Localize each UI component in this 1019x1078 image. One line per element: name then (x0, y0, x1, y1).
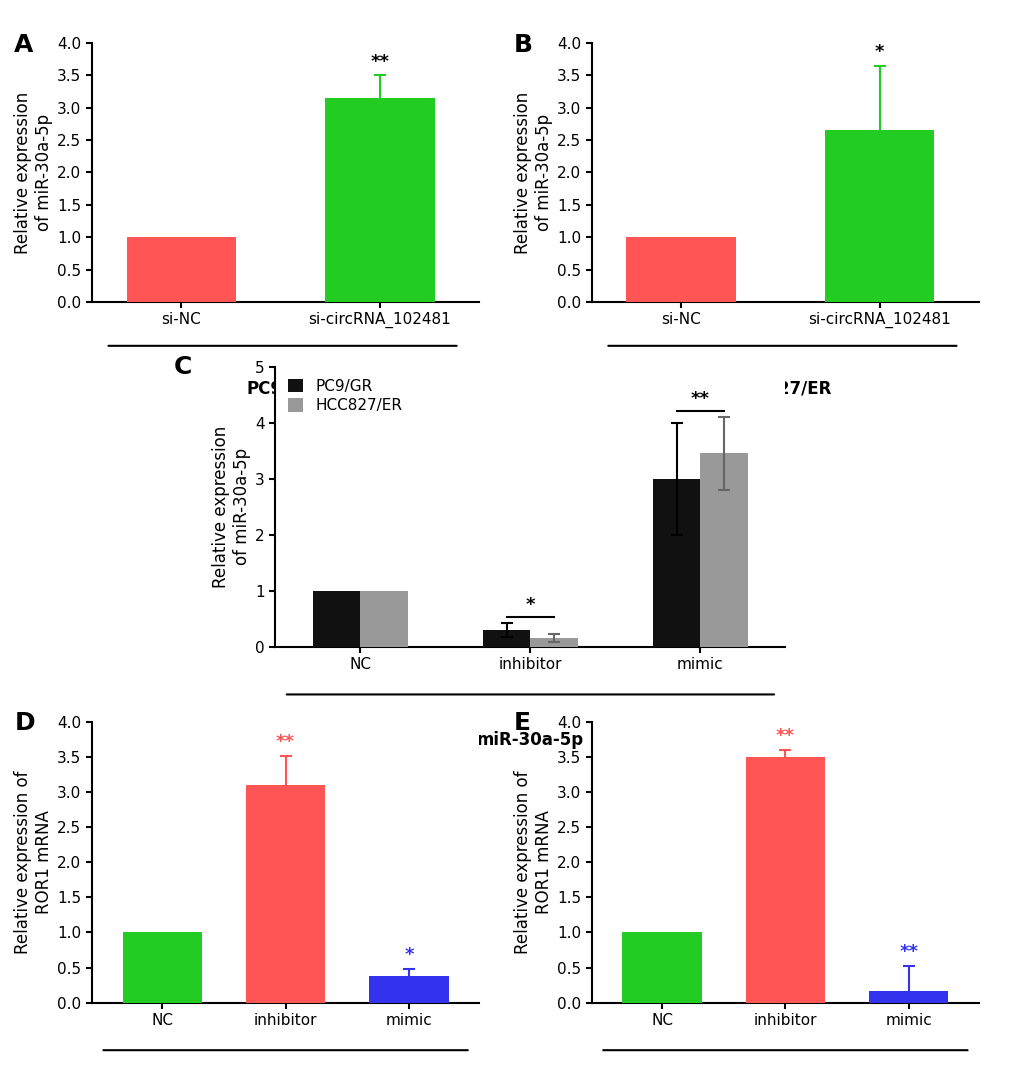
Bar (824, 130, 933, 302)
Text: D: D (14, 711, 35, 735)
Text: **: ** (276, 733, 294, 751)
Bar (360, 591, 408, 647)
Text: E: E (514, 711, 531, 735)
Bar (622, 932, 701, 1003)
Bar (369, 976, 448, 1003)
Legend: PC9/GR, HCC827/ER: PC9/GR, HCC827/ER (282, 374, 407, 418)
Bar (126, 237, 235, 302)
Text: *: * (874, 43, 883, 61)
Text: **: ** (775, 728, 794, 745)
Text: B: B (514, 32, 533, 57)
Text: miR-30a-5p: miR-30a-5p (476, 731, 584, 749)
Text: *: * (525, 596, 535, 613)
Text: **: ** (899, 943, 917, 962)
Text: C: C (173, 356, 192, 379)
Bar (122, 932, 202, 1003)
Bar (482, 630, 530, 647)
Y-axis label: Relative expression
of miR-30a-5p: Relative expression of miR-30a-5p (14, 92, 53, 253)
Bar (745, 757, 824, 1003)
Text: PC9/GR: PC9/GR (246, 379, 315, 398)
Y-axis label: Relative expression
of miR-30a-5p: Relative expression of miR-30a-5p (212, 426, 251, 588)
Bar (626, 237, 735, 302)
Text: A: A (14, 32, 34, 57)
Bar (325, 98, 434, 302)
Bar (530, 638, 578, 647)
Y-axis label: Relative expression
of miR-30a-5p: Relative expression of miR-30a-5p (514, 92, 552, 253)
Text: **: ** (370, 53, 389, 71)
Y-axis label: Relative expression of
ROR1 mRNA: Relative expression of ROR1 mRNA (14, 771, 53, 954)
Bar (313, 591, 360, 647)
Text: *: * (404, 946, 414, 964)
Text: HCC827/ER: HCC827/ER (728, 379, 832, 398)
Bar (246, 785, 325, 1003)
Bar (868, 991, 948, 1003)
Bar (652, 479, 700, 647)
Y-axis label: Relative expression of
ROR1 mRNA: Relative expression of ROR1 mRNA (514, 771, 552, 954)
Bar (700, 454, 747, 647)
Text: **: ** (690, 390, 709, 407)
